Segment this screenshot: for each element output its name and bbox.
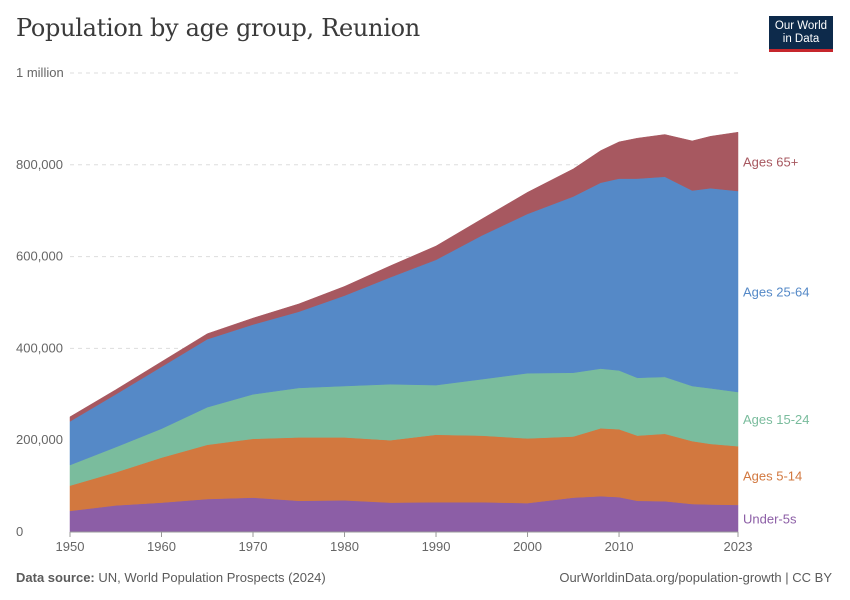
x-tick-label: 1990 bbox=[422, 539, 451, 554]
chart-areas bbox=[69, 131, 739, 533]
y-tick-label: 1 million bbox=[16, 65, 64, 80]
owid-logo[interactable]: Our World in Data bbox=[769, 16, 833, 52]
data-source: Data source: UN, World Population Prospe… bbox=[16, 570, 326, 585]
y-tick-label: 600,000 bbox=[16, 249, 63, 264]
legend-label[interactable]: Ages 15-24 bbox=[743, 412, 810, 427]
legend-label[interactable]: Ages 5-14 bbox=[743, 469, 802, 484]
source-label: Data source: bbox=[16, 570, 95, 585]
area-ages-65-[interactable] bbox=[69, 131, 739, 422]
footer-url[interactable]: OurWorldinData.org/population-growth | C… bbox=[559, 570, 832, 585]
logo-line-2: in Data bbox=[782, 33, 820, 45]
y-tick-label: 400,000 bbox=[16, 340, 63, 355]
x-tick-label: 1960 bbox=[147, 539, 176, 554]
x-tick-label: 2000 bbox=[513, 539, 542, 554]
x-tick-label: 2010 bbox=[605, 539, 634, 554]
x-axis: 1950 1960 1970 1980 1990 2000 2010 2023 bbox=[56, 531, 753, 554]
y-tick-label: 0 bbox=[16, 524, 23, 539]
area-chart: 0 200,000 400,000 600,000 800,000 1 million 1… bbox=[16, 65, 810, 554]
x-tick-label: 1980 bbox=[330, 539, 359, 554]
x-tick-label: 1970 bbox=[239, 539, 268, 554]
legend-label[interactable]: Ages 65+ bbox=[743, 155, 798, 170]
x-tick-label: 1950 bbox=[56, 539, 85, 554]
legend-label[interactable]: Under-5s bbox=[743, 511, 797, 526]
y-axis-labels: 0 200,000 400,000 600,000 800,000 1 million bbox=[16, 65, 64, 539]
series-labels: Under-5s Ages 5-14 Ages 15-24 Ages 25-64 Age… bbox=[743, 155, 810, 527]
y-tick-label: 800,000 bbox=[16, 157, 63, 172]
source-text: UN, World Population Prospects (2024) bbox=[98, 570, 326, 585]
logo-line-1: Our World bbox=[774, 20, 828, 32]
chart-title: Population by age group, Reunion bbox=[16, 14, 420, 42]
x-tick-label: 2023 bbox=[724, 539, 753, 554]
y-tick-label: 200,000 bbox=[16, 432, 63, 447]
legend-label[interactable]: Ages 25-64 bbox=[743, 284, 810, 299]
